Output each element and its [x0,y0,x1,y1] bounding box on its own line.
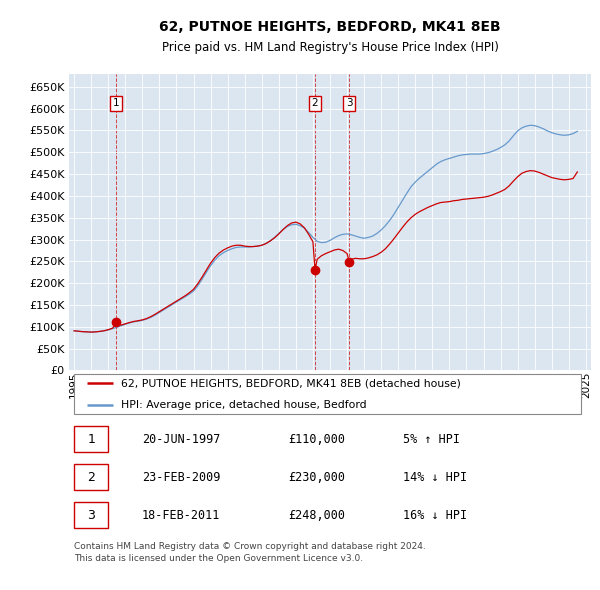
Text: 2: 2 [311,99,319,109]
Text: 20-JUN-1997: 20-JUN-1997 [142,433,220,446]
Text: 1: 1 [87,433,95,446]
Text: HPI: Average price, detached house, Bedford: HPI: Average price, detached house, Bedf… [121,400,367,410]
Text: 3: 3 [346,99,353,109]
Text: 5% ↑ HPI: 5% ↑ HPI [403,433,460,446]
Text: Contains HM Land Registry data © Crown copyright and database right 2024.
This d: Contains HM Land Registry data © Crown c… [74,542,426,563]
Text: 16% ↓ HPI: 16% ↓ HPI [403,509,467,522]
Text: 62, PUTNOE HEIGHTS, BEDFORD, MK41 8EB: 62, PUTNOE HEIGHTS, BEDFORD, MK41 8EB [159,19,501,34]
Text: 2: 2 [87,471,95,484]
Text: Price paid vs. HM Land Registry's House Price Index (HPI): Price paid vs. HM Land Registry's House … [161,41,499,54]
Text: 18-FEB-2011: 18-FEB-2011 [142,509,220,522]
Text: £248,000: £248,000 [288,509,345,522]
Text: 23-FEB-2009: 23-FEB-2009 [142,471,220,484]
FancyBboxPatch shape [74,427,108,453]
Text: 1: 1 [113,99,119,109]
Text: 62, PUTNOE HEIGHTS, BEDFORD, MK41 8EB (detached house): 62, PUTNOE HEIGHTS, BEDFORD, MK41 8EB (d… [121,378,461,388]
Text: £110,000: £110,000 [288,433,345,446]
FancyBboxPatch shape [74,464,108,490]
Text: 3: 3 [87,509,95,522]
Text: £230,000: £230,000 [288,471,345,484]
FancyBboxPatch shape [74,502,108,529]
Text: 14% ↓ HPI: 14% ↓ HPI [403,471,467,484]
